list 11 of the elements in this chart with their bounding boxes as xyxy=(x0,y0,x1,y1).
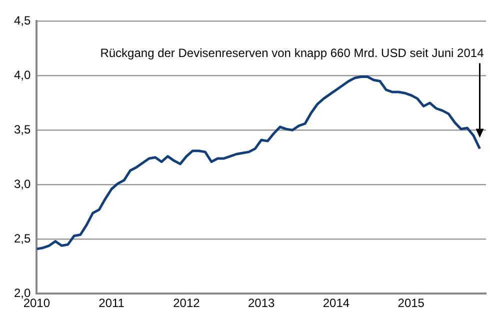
y-tick-label: 4,0 xyxy=(14,68,31,82)
annotation: Rückgang der Devisenreserven von knapp 660 Mrd. USD seit Juni 2014 xyxy=(100,46,484,60)
x-tick-label: 2015 xyxy=(398,296,425,310)
x-tick-label: 2014 xyxy=(322,296,350,310)
y-tick-label: 2,5 xyxy=(14,231,31,246)
y-tick-label: 3,0 xyxy=(14,176,31,191)
x-tick-label: 2011 xyxy=(98,296,125,310)
x-tick-label: 2013 xyxy=(248,296,276,310)
y-tick-label: 3,5 xyxy=(14,122,31,136)
y-tick-label: 4,5 xyxy=(14,14,31,28)
x-tick-label: 2012 xyxy=(173,296,200,310)
